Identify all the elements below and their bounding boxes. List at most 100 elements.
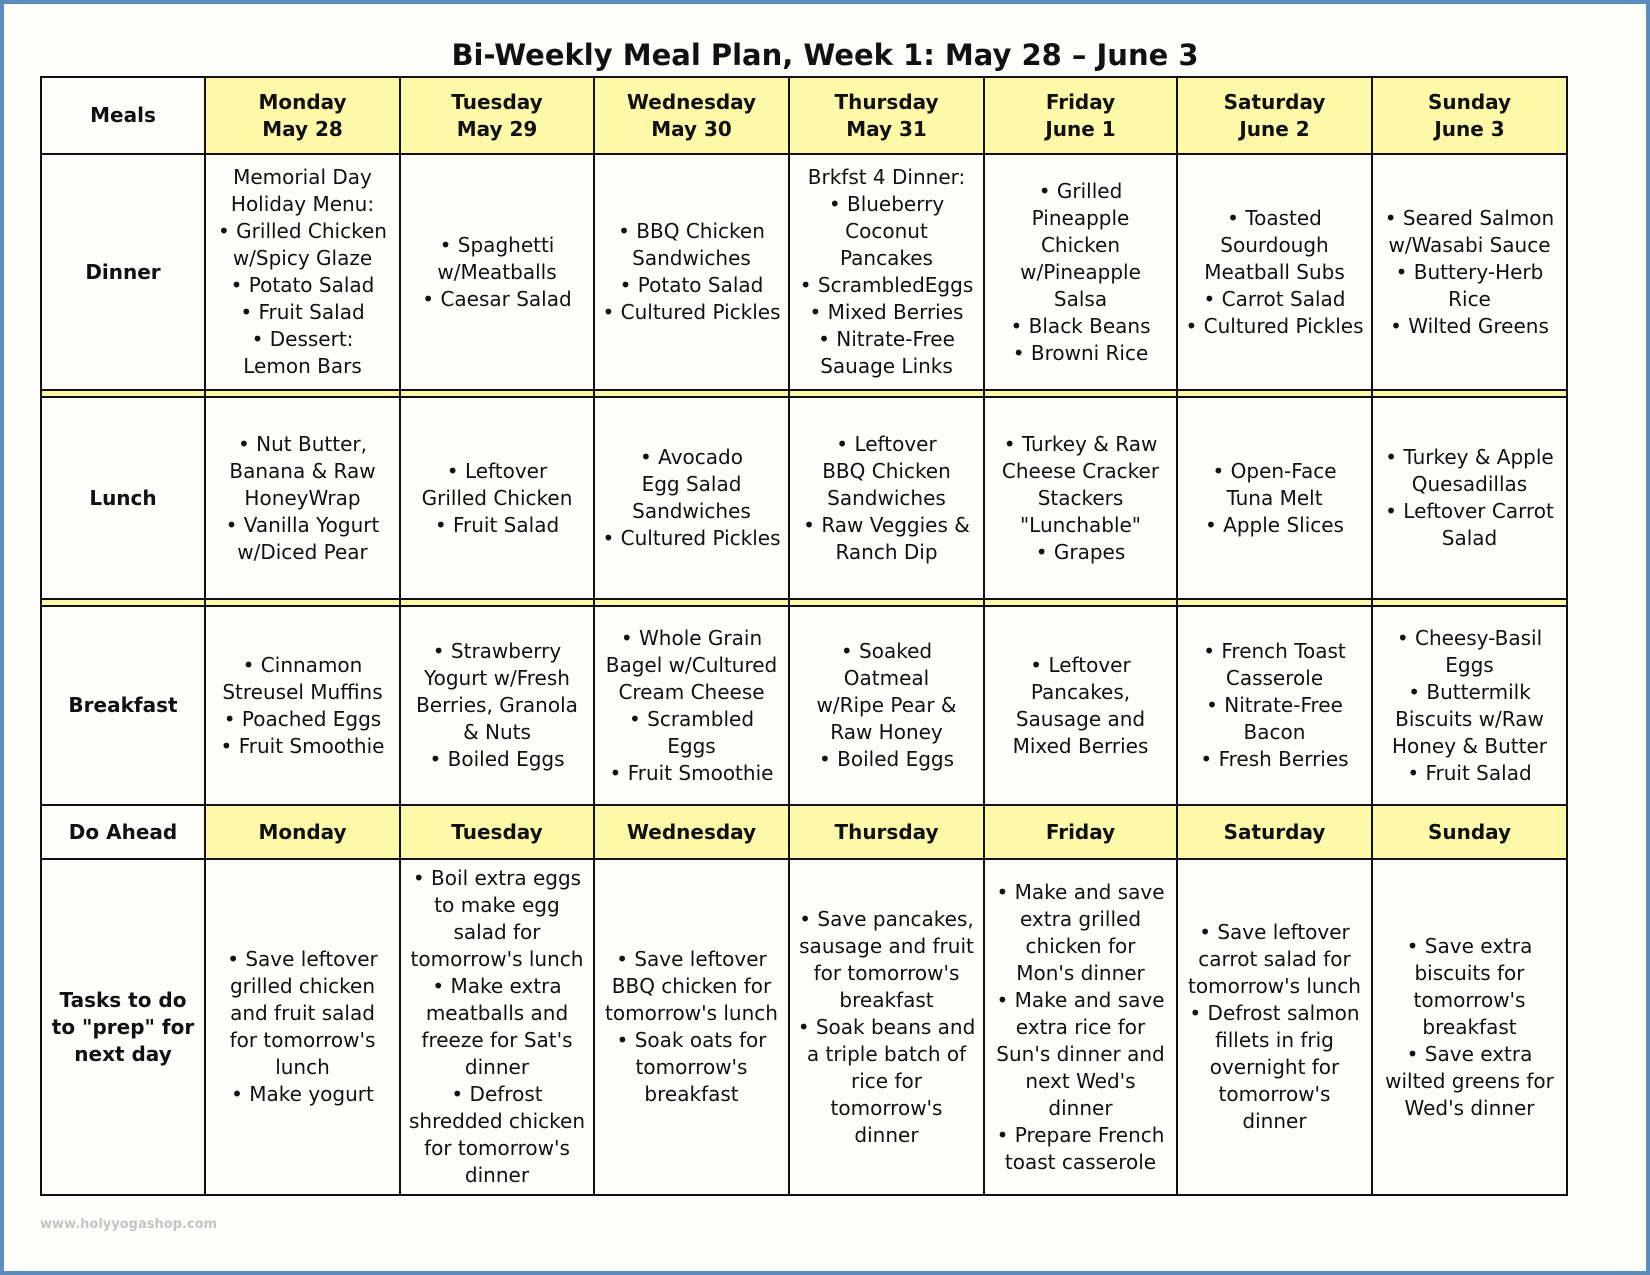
meal-item-line: • Soaked xyxy=(840,639,933,663)
divider-cell xyxy=(40,598,206,607)
meal-item-line: • Potato Salad xyxy=(230,273,375,297)
meal-item-line: • Apple Slices xyxy=(1205,512,1344,537)
task-line: chicken for xyxy=(1025,933,1136,958)
meal-item-line: • Leftover Carrot xyxy=(1385,499,1554,523)
day-header-friday: Friday June 1 xyxy=(983,76,1178,155)
task-line: • Make yogurt xyxy=(231,1082,374,1106)
day-name: Monday xyxy=(258,89,347,114)
meal-item-line: w/Diced Pear xyxy=(237,539,368,564)
meal-item-line: • Leftover xyxy=(446,458,548,483)
day-date: June 3 xyxy=(1434,116,1505,141)
meal-item-line: Chicken xyxy=(1040,232,1121,257)
task-line: fillets in frig xyxy=(1215,1028,1334,1052)
meal-cell: • Grilled Pineapple Chicken w/Pineapple Sals… xyxy=(983,153,1178,391)
task-line: • Prepare French xyxy=(996,1122,1165,1147)
meal-item-line: Mixed Berries xyxy=(1012,733,1149,758)
meal-item-line: • Buttermilk xyxy=(1408,679,1531,704)
meal-item-line: Brkfst 4 Dinner: xyxy=(807,165,966,189)
meal-item-line: Meatball Subs xyxy=(1204,259,1345,284)
meal-cell: • Leftover BBQ Chicken Sandwiches • Raw Veg… xyxy=(788,396,985,600)
task-cell: • Save leftover carrot salad for tomorrow'… xyxy=(1176,858,1373,1196)
header-row: Meals Monday May 28 Tuesday May 29 Wednesday M… xyxy=(40,76,1568,155)
meal-item-line: Yogurt w/Fresh xyxy=(424,666,570,690)
day-name: Sunday xyxy=(1427,89,1512,114)
task-line: • Save leftover xyxy=(227,947,378,971)
meal-item-line: • Scrambled xyxy=(628,706,755,731)
meal-item-line: Raw Honey xyxy=(830,720,943,744)
task-line: sausage and fruit xyxy=(799,933,974,958)
meal-item-line: Biscuits w/Raw xyxy=(1395,706,1544,731)
meal-item-line: Grilled Chicken xyxy=(421,485,573,510)
meal-item-line: • Turkey & Raw xyxy=(1003,431,1158,456)
meal-item-line: Pancakes, xyxy=(1030,679,1131,704)
meal-item-line: • Mixed Berries xyxy=(809,300,964,324)
task-line: for tomorrow's xyxy=(229,1028,376,1052)
meal-item-line: Coconut xyxy=(845,219,928,243)
meal-cell: • Strawberry Yogurt w/Fresh Berries, Grano… xyxy=(399,605,595,806)
day-header-sunday: Sunday June 3 xyxy=(1371,76,1568,155)
day-header-tuesday: Tuesday May 29 xyxy=(399,76,595,155)
divider-cell xyxy=(1176,389,1373,398)
meals-header: Meals xyxy=(40,76,206,155)
do-ahead-day-thursday: Thursday xyxy=(788,804,985,860)
task-line: tomorrow's xyxy=(830,1095,943,1120)
divider-cell xyxy=(593,598,790,607)
meal-label: Dinner xyxy=(40,153,206,391)
task-cell: • Save extra biscuits for tomorrow's breakf… xyxy=(1371,858,1568,1196)
meal-cell: • BBQ Chicken Sandwiches • Potato Salad • C… xyxy=(593,153,790,391)
meal-item-line: • Nitrate-Free xyxy=(1206,693,1343,717)
do-ahead-day-sunday: Sunday xyxy=(1371,804,1568,860)
meal-item-line: • French Toast xyxy=(1203,639,1346,663)
meal-item-line: • Fresh Berries xyxy=(1200,747,1349,771)
divider-cell xyxy=(399,389,595,398)
day-header-wednesday: Wednesday May 30 xyxy=(593,76,790,155)
task-line: Sun's dinner and xyxy=(996,1041,1165,1066)
meal-item-line: • Seared Salmon xyxy=(1384,205,1555,230)
meal-item-line: Sauage Links xyxy=(820,354,953,378)
task-line: dinner xyxy=(1048,1095,1113,1120)
meal-item-line: • Poached Eggs xyxy=(223,706,382,731)
meal-item-line: "Lunchable" xyxy=(1019,512,1142,537)
task-line: freeze for Sat's xyxy=(421,1028,573,1052)
do-ahead-row: Do Ahead Monday Tuesday Wednesday Thursday Fr… xyxy=(40,804,1568,860)
task-line: to make egg xyxy=(434,893,560,917)
meal-item-line: Eggs xyxy=(1445,652,1494,677)
meal-label: Breakfast xyxy=(40,605,206,806)
day-date: June 2 xyxy=(1239,116,1310,141)
meal-item-line: • BBQ Chicken xyxy=(618,219,765,243)
divider-cell xyxy=(204,389,401,398)
meal-cell: • Open-Face Tuna Melt • Apple Slices xyxy=(1176,396,1373,600)
meal-cell: • Soaked Oatmeal w/Ripe Pear & Raw Honey • B… xyxy=(788,605,985,806)
day-name: Saturday xyxy=(1223,89,1326,114)
meal-item-line: w/Spicy Glaze xyxy=(232,246,373,270)
task-cell: • Boil extra eggs to make egg salad for tom… xyxy=(399,858,595,1196)
meal-cell: • Cheesy-Basil Eggs • Buttermilk Biscuits w… xyxy=(1371,605,1568,806)
tasks-label-line: Tasks to do xyxy=(59,987,187,1012)
meal-item-line: Salad xyxy=(1441,526,1498,550)
meal-item-line: • Boiled Eggs xyxy=(429,747,565,771)
meal-item-line: • Nut Butter, xyxy=(238,431,367,456)
tasks-row: Tasks to do to "prep" for next day • Save l… xyxy=(40,858,1568,1196)
day-header-saturday: Saturday June 2 xyxy=(1176,76,1373,155)
task-line: • Defrost xyxy=(451,1082,543,1106)
meal-item-line: Cheese Cracker xyxy=(1001,458,1160,483)
meal-item-line: Sandwiches xyxy=(632,246,751,270)
task-line: • Make extra xyxy=(432,974,562,998)
divider-cell xyxy=(399,598,595,607)
tasks-label-line: next day xyxy=(74,1041,172,1066)
meal-cell: • Turkey & Raw Cheese Cracker Stackers "Lun… xyxy=(983,396,1178,600)
meal-item-line: • Browni Rice xyxy=(1012,340,1149,365)
task-line: carrot salad for xyxy=(1198,947,1351,971)
meal-item-line: • Grilled xyxy=(1038,178,1123,203)
divider-cell xyxy=(788,389,985,398)
task-line: for tomorrow's xyxy=(424,1136,570,1160)
meal-item-line: Bagel w/Cultured xyxy=(605,652,778,677)
task-line: overnight for xyxy=(1209,1055,1340,1079)
task-line: a triple batch of xyxy=(806,1041,967,1066)
meal-item-line: • Fruit Smoothie xyxy=(609,760,774,785)
tasks-label-line: to "prep" for xyxy=(51,1014,195,1039)
meal-item-line: Oatmeal xyxy=(843,666,930,690)
task-line: meatballs and xyxy=(425,1001,569,1025)
watermark: www.holyyogashop.com xyxy=(40,1217,218,1232)
meal-row-lunch: Lunch • Nut Butter, Banana & Raw HoneyWrap •… xyxy=(40,396,1568,600)
